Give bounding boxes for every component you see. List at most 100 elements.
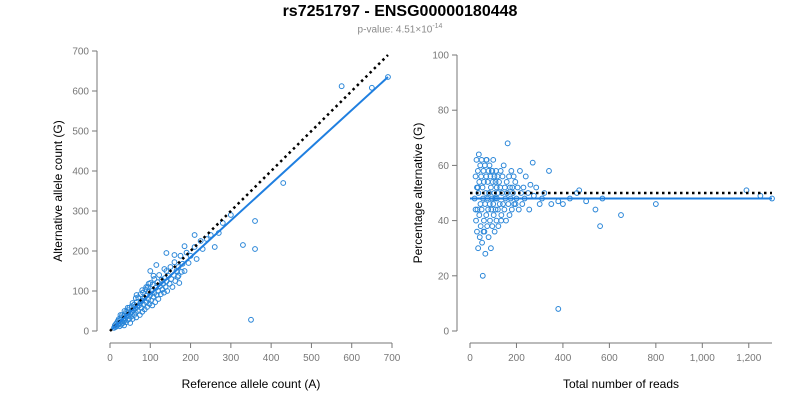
data-point	[150, 272, 157, 279]
data-point	[503, 217, 509, 224]
x-axis-label: Total number of reads	[563, 377, 679, 391]
y-tick-label: 400	[72, 167, 89, 178]
data-point	[597, 223, 603, 230]
data-point	[498, 217, 505, 224]
data-point	[171, 259, 178, 266]
data-point	[494, 173, 501, 180]
data-point	[227, 212, 234, 218]
data-point	[555, 198, 562, 205]
data-point	[147, 268, 154, 274]
data-point	[181, 243, 188, 250]
data-point	[652, 201, 659, 207]
data-point	[175, 272, 182, 279]
data-point	[488, 245, 494, 252]
data-point	[338, 83, 345, 90]
data-point	[197, 238, 204, 244]
data-point	[483, 212, 490, 218]
y-tick-label: 80	[438, 106, 450, 117]
data-point	[504, 190, 511, 196]
data-point	[514, 184, 521, 191]
pvalue-text: p-value: 4.51×10	[357, 24, 433, 36]
x-tick-label: 200	[182, 353, 199, 364]
chart-title: rs7251797 - ENSG00000180448	[282, 3, 518, 20]
data-point	[152, 299, 159, 306]
data-point	[512, 179, 519, 185]
data-point	[484, 223, 491, 230]
data-point	[476, 212, 483, 218]
y-tick-label: 200	[72, 247, 89, 258]
data-point	[385, 74, 391, 80]
x-tick-label: 0	[107, 353, 113, 364]
data-point	[132, 295, 139, 302]
data-point	[508, 206, 515, 213]
data-point	[169, 284, 176, 290]
data-point	[522, 173, 529, 180]
data-point	[618, 212, 624, 218]
data-point	[368, 84, 375, 91]
data-point	[520, 184, 527, 191]
data-point	[240, 242, 246, 248]
data-point	[479, 184, 486, 191]
data-point	[155, 296, 162, 302]
fit-line	[111, 76, 389, 330]
y-tick-label: 600	[72, 87, 89, 98]
data-point	[491, 190, 498, 196]
data-point	[164, 288, 171, 294]
data-point	[536, 201, 543, 207]
data-point	[280, 180, 287, 186]
data-point	[503, 179, 510, 185]
data-point	[510, 173, 517, 180]
data-point	[489, 168, 496, 174]
data-point	[151, 276, 158, 282]
data-point	[181, 268, 188, 274]
data-point	[480, 228, 487, 235]
data-point	[482, 201, 489, 207]
data-point	[248, 316, 254, 323]
data-point	[161, 289, 167, 296]
scatter-panel-percentage: 0 200 400 600 800 1,000 1,200 0 20 40 60 80 100 Total…	[411, 51, 775, 391]
data-point	[485, 168, 492, 174]
data-point	[526, 206, 533, 213]
x-tick-label: 1,000	[690, 353, 715, 364]
x-tick-label: 0	[467, 353, 473, 364]
data-point	[129, 300, 136, 306]
data-point	[486, 162, 493, 169]
data-point	[475, 151, 482, 158]
pvalue-exponent: -14	[432, 23, 443, 30]
data-point	[252, 246, 258, 252]
data-point	[491, 173, 498, 180]
data-point	[473, 217, 479, 224]
data-point	[477, 223, 484, 230]
data-point	[482, 250, 489, 257]
data-point	[504, 140, 511, 147]
data-point	[153, 262, 160, 268]
scatter-panel-allele-counts: 0 100 200 300 400 500 600 700 0 100 200 300 400 500 60…	[51, 47, 401, 392]
data-point	[501, 206, 508, 213]
data-point	[474, 184, 481, 191]
data-point	[555, 306, 562, 312]
y-tick-label: 100	[72, 287, 89, 298]
data-point	[118, 321, 125, 328]
data-point	[476, 179, 483, 185]
data-point	[548, 201, 555, 207]
data-point	[496, 179, 502, 185]
data-point	[178, 268, 185, 275]
data-point	[492, 206, 499, 213]
data-point	[481, 179, 487, 185]
data-point	[493, 184, 500, 191]
data-point	[479, 239, 485, 246]
data-point	[472, 173, 479, 180]
data-point	[481, 217, 487, 224]
data-point	[133, 292, 140, 298]
data-point	[515, 206, 522, 213]
data-point	[487, 173, 494, 180]
data-point	[541, 190, 548, 196]
x-tick-label: 500	[303, 353, 320, 364]
data-point	[483, 156, 490, 163]
y-tick-label: 0	[83, 327, 89, 338]
data-point	[171, 252, 178, 258]
x-tick-label: 400	[555, 353, 572, 364]
data-point	[527, 181, 534, 188]
data-point	[483, 173, 490, 180]
